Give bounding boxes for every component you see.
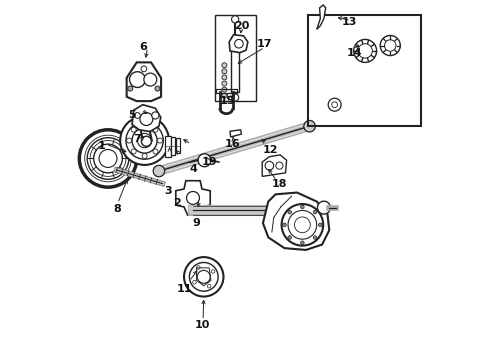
- Polygon shape: [230, 130, 242, 137]
- Text: 10: 10: [194, 320, 210, 330]
- Circle shape: [198, 154, 211, 167]
- Circle shape: [196, 266, 200, 269]
- Text: 13: 13: [342, 17, 357, 27]
- Text: 14: 14: [346, 48, 362, 58]
- Circle shape: [187, 192, 199, 204]
- Circle shape: [152, 112, 159, 119]
- Bar: [176, 138, 180, 153]
- Circle shape: [328, 98, 341, 111]
- Circle shape: [222, 81, 227, 86]
- Polygon shape: [176, 181, 210, 215]
- Circle shape: [155, 86, 160, 91]
- Circle shape: [153, 127, 158, 132]
- Circle shape: [131, 127, 136, 132]
- Polygon shape: [317, 5, 326, 30]
- Polygon shape: [262, 155, 287, 176]
- Circle shape: [222, 87, 227, 92]
- Circle shape: [142, 123, 147, 128]
- Text: 15: 15: [220, 96, 235, 106]
- Circle shape: [79, 130, 137, 187]
- Circle shape: [140, 113, 153, 126]
- Polygon shape: [132, 105, 161, 132]
- Text: 3: 3: [164, 186, 171, 196]
- Circle shape: [207, 284, 211, 288]
- Bar: [216, 89, 237, 93]
- Bar: [171, 137, 175, 155]
- Text: 17: 17: [257, 39, 272, 49]
- Circle shape: [300, 241, 304, 244]
- Circle shape: [142, 153, 147, 158]
- Text: 18: 18: [271, 179, 287, 189]
- Text: 16: 16: [224, 139, 240, 149]
- Circle shape: [304, 121, 315, 132]
- Circle shape: [141, 66, 147, 72]
- Circle shape: [222, 75, 227, 80]
- Circle shape: [141, 136, 151, 146]
- Text: 7: 7: [134, 134, 141, 144]
- Bar: [231, 37, 240, 92]
- Circle shape: [131, 149, 136, 154]
- Polygon shape: [229, 35, 248, 53]
- Circle shape: [153, 165, 165, 177]
- Circle shape: [153, 149, 158, 154]
- Circle shape: [128, 86, 133, 91]
- Circle shape: [232, 94, 239, 101]
- Circle shape: [211, 270, 215, 273]
- Polygon shape: [126, 62, 161, 101]
- Circle shape: [129, 72, 146, 87]
- Circle shape: [380, 36, 400, 55]
- Circle shape: [222, 69, 227, 74]
- Circle shape: [318, 223, 322, 226]
- Circle shape: [157, 138, 163, 143]
- Text: 1: 1: [98, 141, 105, 151]
- Text: 2: 2: [173, 198, 181, 208]
- Text: 19: 19: [201, 157, 217, 167]
- Circle shape: [235, 40, 243, 48]
- Text: 12: 12: [262, 144, 278, 154]
- Circle shape: [126, 138, 132, 143]
- Text: 4: 4: [189, 164, 197, 174]
- Polygon shape: [263, 193, 329, 250]
- Text: 5: 5: [128, 111, 136, 121]
- Circle shape: [300, 205, 304, 209]
- Circle shape: [313, 236, 317, 239]
- Text: 11: 11: [176, 284, 192, 294]
- Circle shape: [313, 210, 317, 214]
- Circle shape: [193, 280, 196, 284]
- Bar: [166, 136, 171, 157]
- Circle shape: [282, 204, 323, 246]
- Bar: [215, 15, 256, 101]
- Text: 20: 20: [234, 21, 249, 31]
- Circle shape: [135, 113, 140, 118]
- Bar: [308, 15, 421, 126]
- Circle shape: [222, 63, 227, 68]
- Circle shape: [288, 236, 292, 239]
- Circle shape: [283, 223, 286, 226]
- Circle shape: [144, 73, 157, 86]
- Circle shape: [232, 16, 239, 23]
- Text: 6: 6: [139, 42, 147, 52]
- Circle shape: [222, 93, 227, 98]
- Circle shape: [276, 162, 283, 169]
- Text: 8: 8: [114, 204, 122, 214]
- Circle shape: [265, 161, 274, 170]
- Circle shape: [318, 201, 330, 214]
- Text: 9: 9: [193, 218, 200, 228]
- Circle shape: [184, 257, 223, 297]
- Circle shape: [354, 40, 377, 62]
- Circle shape: [288, 210, 292, 214]
- Circle shape: [120, 116, 169, 165]
